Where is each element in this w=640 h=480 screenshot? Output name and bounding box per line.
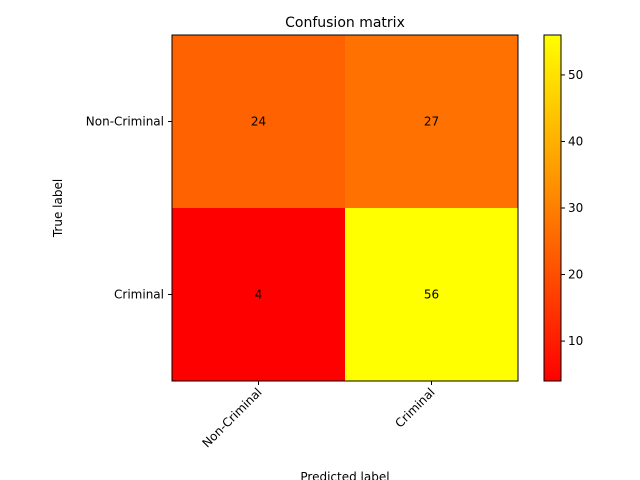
heatmap-cells: 24 27 4 56 [172, 35, 518, 381]
colorbar-tick-label: 40 [568, 134, 583, 148]
colorbar-tick-label: 20 [568, 268, 583, 282]
heatmap-cell [345, 208, 518, 381]
cell-value-label: 27 [424, 115, 439, 129]
x-tick-label: Non-Criminal [199, 385, 264, 450]
chart-title: Confusion matrix [285, 15, 405, 31]
y-axis-label: True label [51, 179, 65, 238]
heatmap-cell [172, 35, 345, 208]
heatmap-cell [345, 35, 518, 208]
cell-value-label: 24 [251, 115, 266, 129]
colorbar-tick-label: 10 [568, 334, 583, 348]
cell-value-label: 4 [255, 288, 263, 302]
x-tick-label: Criminal [392, 385, 437, 430]
colorbar-tick-label: 50 [568, 68, 583, 82]
colorbar-tick-label: 30 [568, 201, 583, 215]
y-axis-ticks: Non-Criminal Criminal [86, 115, 172, 302]
cell-value-label: 56 [424, 288, 439, 302]
x-axis-ticks: Non-Criminal Criminal [199, 381, 438, 450]
colorbar [543, 34, 562, 382]
x-axis-label: Predicted label [300, 470, 389, 480]
y-tick-label: Criminal [114, 288, 164, 302]
plot-frame [171, 34, 519, 382]
y-tick-label: Non-Criminal [86, 115, 164, 129]
heatmap-cell [172, 208, 345, 381]
colorbar-ticks: 10 20 30 40 50 [561, 68, 583, 348]
